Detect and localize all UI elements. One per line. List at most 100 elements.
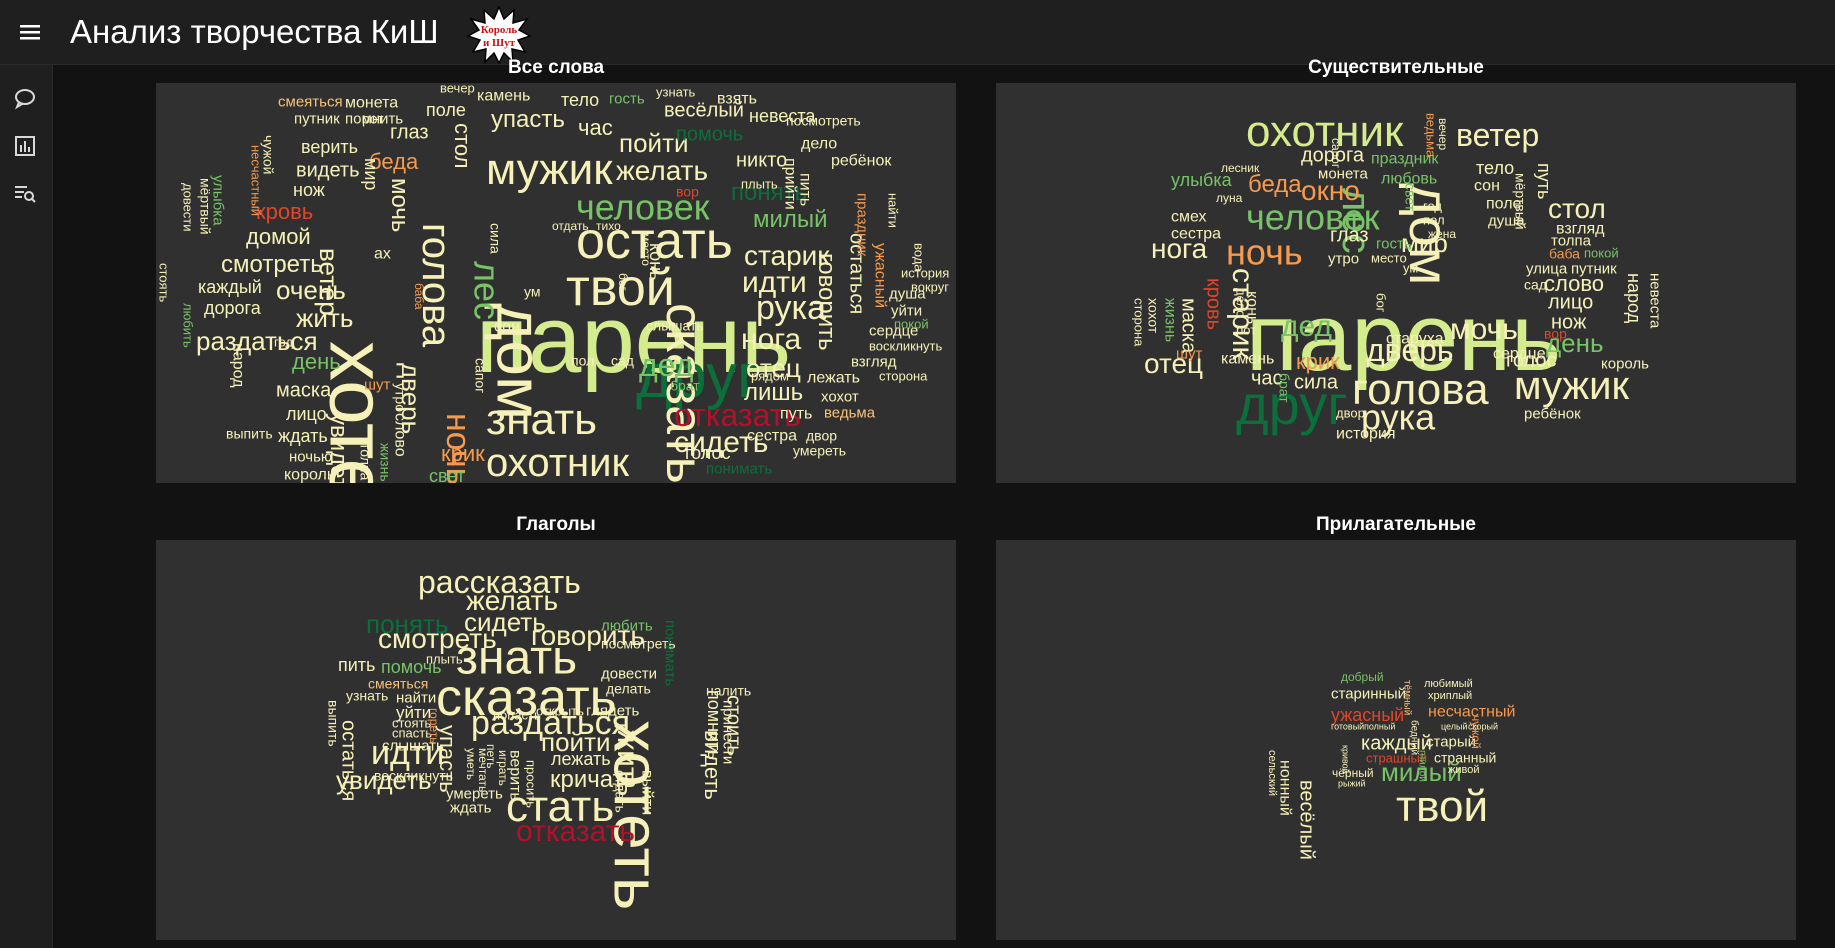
word: свет [1403, 183, 1419, 212]
word: рядом [751, 369, 789, 384]
word: ночь [439, 413, 477, 483]
word: ветер [1456, 117, 1539, 153]
word: играть [496, 750, 510, 786]
hamburger-menu-icon[interactable] [16, 18, 44, 46]
word: понимать [662, 620, 679, 686]
bar-chart-icon[interactable] [12, 133, 38, 159]
word: жизнь [1162, 298, 1179, 342]
word: нонный [1277, 760, 1294, 816]
word: слышать [382, 737, 444, 754]
word: нож [293, 180, 325, 200]
word: сад [1524, 276, 1547, 292]
top-app-bar: Анализ творчества КиШ Король и Шут [0, 0, 1835, 65]
word: живой [1448, 764, 1480, 776]
word: прийти [782, 158, 799, 210]
word: кровь [256, 199, 313, 224]
word: тело [1476, 158, 1514, 178]
word: гореть [427, 708, 441, 743]
word: воскликнуть [374, 767, 453, 783]
word: двор [1336, 406, 1365, 421]
word: желать [466, 585, 558, 616]
wordcloud-panel-nouns: парень охотник дом друг человек ночь лес старик… [996, 83, 1796, 483]
word: лесник [1221, 161, 1260, 175]
word: король [1601, 355, 1649, 372]
word: весёлый [664, 100, 744, 122]
word: увидеть [336, 765, 432, 795]
word: остать [576, 212, 733, 270]
word: час [578, 115, 613, 140]
word: старик [1226, 268, 1259, 361]
word: сестра [747, 427, 797, 444]
word: понять [731, 179, 807, 206]
word: вокруг [911, 280, 949, 295]
word: сторона [879, 369, 928, 384]
word: дело [801, 135, 837, 152]
word: помнить [704, 690, 724, 760]
word: лежать [551, 749, 611, 769]
word: ветер [314, 248, 344, 316]
word: рассказать [418, 564, 581, 600]
word: отец [1144, 348, 1203, 379]
word: человек [576, 186, 710, 227]
word: знать [486, 395, 597, 444]
chat-bubble-icon[interactable] [12, 85, 38, 111]
word: бог [616, 273, 630, 292]
word: мужик [1514, 364, 1630, 408]
word: место [639, 233, 653, 266]
word: твой [566, 259, 675, 317]
word: чужой [1469, 715, 1483, 749]
word: нога [741, 323, 802, 356]
word: двор [806, 427, 837, 443]
list-search-icon[interactable] [12, 181, 38, 207]
word: старинный [1331, 685, 1406, 702]
word: слово [392, 413, 409, 457]
word: жена [1428, 227, 1456, 241]
word: путник [294, 110, 340, 127]
word: улыбка [1171, 170, 1233, 190]
word: просить [523, 760, 538, 808]
word: друг [636, 342, 760, 411]
word: конь [646, 243, 666, 280]
word: помочь [676, 124, 743, 146]
word: вода [911, 243, 926, 272]
word: целый [1441, 721, 1468, 731]
word: мечтать [476, 748, 490, 792]
wordcloud-panel-adjectives: твой милый каждый ужасный несчастный весёлый н… [996, 540, 1796, 940]
word: крик [441, 441, 485, 466]
word: час [1251, 368, 1283, 390]
panel-title-all-words: Все слова [507, 57, 605, 78]
word: довести [180, 183, 195, 232]
word: дед [1281, 310, 1332, 343]
word: знать [456, 632, 577, 685]
word: посмотреть [601, 635, 676, 651]
word: добрый [1341, 670, 1384, 684]
word: чужой [261, 135, 277, 174]
word: умереть [446, 785, 503, 802]
word: лес [467, 261, 508, 320]
word: остаться [845, 233, 867, 314]
word: гость [609, 90, 645, 107]
word: никто [736, 150, 787, 172]
word: пол [571, 352, 594, 368]
word: ждать [450, 799, 492, 816]
word: полный [1364, 721, 1395, 731]
word: плыть [426, 652, 463, 667]
word: камень [1221, 350, 1274, 367]
word: чёрный [1332, 766, 1374, 780]
word: поле [1486, 195, 1522, 212]
word: хотеть [601, 720, 673, 910]
word: ум [524, 283, 540, 299]
word: сердце [869, 322, 918, 339]
word: воскликнуть [869, 339, 942, 354]
panel-title-nouns: Существительные [1308, 57, 1484, 78]
word: кривой [1341, 745, 1351, 774]
word: помочь [381, 657, 442, 677]
word: стоить [722, 695, 744, 756]
word: жизнь [378, 443, 394, 482]
word: стоять [392, 716, 432, 731]
word: место [1371, 251, 1407, 266]
word: выпить [226, 425, 273, 441]
